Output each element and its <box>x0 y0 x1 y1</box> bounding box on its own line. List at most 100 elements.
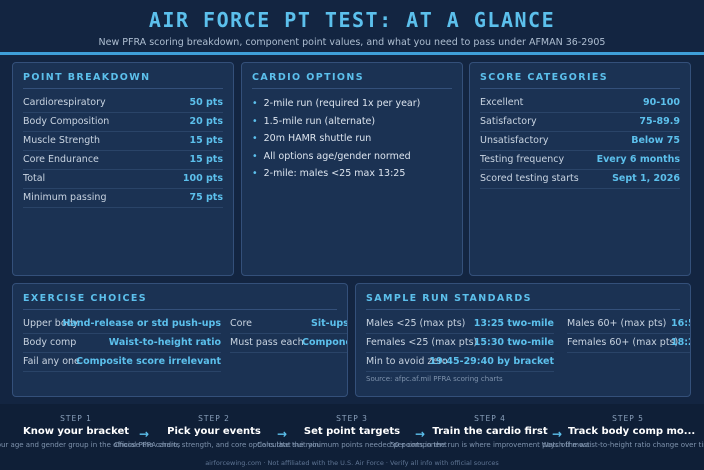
step-number: STEP 1 <box>60 414 92 423</box>
step-description: 50 points in the run is where improvemen… <box>390 441 590 449</box>
run-standards-title: SAMPLE RUN STANDARDS <box>366 293 532 304</box>
run-standard-label: Min to avoid zero <box>366 356 448 367</box>
divider <box>252 88 452 89</box>
point-breakdown-card: POINT BREAKDOWN Cardiorespiratory 50 pts … <box>12 62 234 276</box>
point-row-label: Core Endurance <box>23 154 99 165</box>
cardio-option-text: 1.5-mile run (alternate) <box>263 116 376 127</box>
exercise-choices-title: EXERCISE CHOICES <box>23 293 148 304</box>
score-row-label: Satisfactory <box>480 116 537 127</box>
step-number: STEP 4 <box>474 414 506 423</box>
point-row-label: Minimum passing <box>23 192 107 203</box>
bullet-icon: • <box>252 133 258 144</box>
run-standard-row: Min to avoid zero 19:45-29:40 by bracket <box>366 353 554 372</box>
divider <box>366 309 680 310</box>
run-standard-value: 16:5 <box>671 318 690 329</box>
point-row-value: 100 pts <box>182 173 223 184</box>
exercise-row-value: Hand-release or std push-ups <box>62 318 221 329</box>
score-row-value: Below 75 <box>631 135 680 146</box>
run-standard-label: Females <25 (max pts) <box>366 337 478 348</box>
bullet-icon: • <box>252 98 258 109</box>
exercise-row: Body comp Waist-to-height ratio <box>23 334 221 353</box>
cardio-options-title: CARDIO OPTIONS <box>252 72 364 83</box>
exercise-row-label: Body comp <box>23 337 77 348</box>
score-row: Satisfactory 75-89.9 <box>480 113 680 132</box>
point-row: Total 100 pts <box>23 170 223 189</box>
score-row-label: Scored testing starts <box>480 173 579 184</box>
divider <box>23 88 223 89</box>
score-row-label: Unsatisfactory <box>480 135 549 146</box>
cardio-option-item: • 20m HAMR shuttle run <box>252 133 452 144</box>
run-standard-row: Females <25 (max pts) 15:30 two-mile <box>366 334 554 353</box>
header-accent-line <box>0 52 704 55</box>
point-row-label: Total <box>23 173 46 184</box>
point-row: Muscle Strength 15 pts <box>23 132 223 151</box>
point-row-label: Body Composition <box>23 116 110 127</box>
exercise-row-value: Waist-to-height ratio <box>108 337 221 348</box>
step-name: Know your bracket <box>22 426 130 437</box>
source-note: Source: afpc.af.mil PFRA scoring charts <box>366 375 503 383</box>
page-subtitle: New PFRA scoring breakdown, component po… <box>98 37 606 48</box>
cardio-option-text: All options age/gender normed <box>263 151 411 162</box>
point-row: Core Endurance 15 pts <box>23 151 223 170</box>
score-row-value: Sept 1, 2026 <box>612 173 680 184</box>
cardio-option-text: 2-mile: males <25 max 13:25 <box>263 168 406 179</box>
step-name: Track body comp mo... <box>568 426 696 437</box>
score-row: Excellent 90-100 <box>480 94 680 113</box>
exercise-row-value: Sit-ups, <box>311 318 347 329</box>
cardio-options-card: CARDIO OPTIONS • 2-mile run (required 1x … <box>241 62 463 276</box>
arrow-right-icon: → <box>552 427 563 441</box>
page-title: AIR FORCE PT TEST: AT A GLANCE <box>148 8 556 32</box>
run-standard-row: Males 60+ (max pts) 16:5 <box>567 315 690 334</box>
exercise-row: Upper body Hand-release or std push-ups <box>23 315 221 334</box>
step-description: Calculate the minimum points needed per … <box>257 441 447 449</box>
step-description: Choose the cardio, strength, and core op… <box>114 441 321 449</box>
run-standard-row: Females 60+ (max pts)18:2 <box>567 334 690 353</box>
score-row: Scored testing starts Sept 1, 2026 <box>480 170 680 189</box>
run-standard-label: Females 60+ (max pts) <box>567 337 679 348</box>
exercise-row: Core Sit-ups, <box>230 315 347 334</box>
exercise-row-label: Must pass each <box>230 337 304 348</box>
step-number: STEP 2 <box>198 414 230 423</box>
point-row-label: Cardiorespiratory <box>23 97 106 108</box>
score-row-label: Excellent <box>480 97 524 108</box>
step-name: Pick your events <box>167 426 261 437</box>
run-standard-value: 15:30 two-mile <box>473 337 554 348</box>
bullet-icon: • <box>252 168 258 179</box>
divider <box>480 88 680 89</box>
score-row-value: 75-89.9 <box>639 116 680 127</box>
exercise-row-label: Upper body <box>23 318 79 329</box>
exercise-choices-card: EXERCISE CHOICES Upper body Hand-release … <box>12 283 348 397</box>
step-name: Set point targets <box>303 426 401 437</box>
run-standard-value: 18:2 <box>671 337 690 348</box>
run-standard-label: Males 60+ (max pts) <box>567 318 667 329</box>
point-row-value: 15 pts <box>189 154 223 165</box>
point-row-value: 15 pts <box>189 135 223 146</box>
exercise-row-value: Componen <box>302 337 347 348</box>
footer-note: airforcewing.com · Not affiliated with t… <box>205 459 499 467</box>
run-standard-value: 13:25 two-mile <box>473 318 554 329</box>
exercise-row: Must pass eachComponen <box>230 334 347 353</box>
point-row: Cardiorespiratory 50 pts <box>23 94 223 113</box>
exercise-row-label: Fail any one <box>23 356 80 367</box>
cardio-option-item: • All options age/gender normed <box>252 151 452 162</box>
cardio-option-item: • 2-mile: males <25 max 13:25 <box>252 168 452 179</box>
steps-band: STEP 1 Know your bracket Find your age a… <box>0 404 704 470</box>
exercise-row: Fail any one Composite score irrelevant <box>23 353 221 372</box>
run-standard-value: 19:45-29:40 by bracket <box>429 356 554 367</box>
exercise-row-label: Core <box>230 318 252 329</box>
arrow-right-icon: → <box>277 427 288 441</box>
point-row-value: 50 pts <box>189 97 223 108</box>
step-name: Train the cardio first <box>432 426 548 437</box>
step-description: Find your age and gender group in the of… <box>0 441 181 449</box>
step-number: STEP 3 <box>336 414 368 423</box>
point-row: Body Composition 20 pts <box>23 113 223 132</box>
score-row: Testing frequency Every 6 months <box>480 151 680 170</box>
point-row: Minimum passing 75 pts <box>23 189 223 208</box>
cardio-option-text: 20m HAMR shuttle run <box>263 133 372 144</box>
bullet-icon: • <box>252 116 258 127</box>
score-row-value: Every 6 months <box>596 154 680 165</box>
score-row-label: Testing frequency <box>480 154 565 165</box>
score-categories-title: SCORE CATEGORIES <box>480 72 609 83</box>
score-row-value: 90-100 <box>643 97 680 108</box>
run-standard-label: Males <25 (max pts) <box>366 318 466 329</box>
